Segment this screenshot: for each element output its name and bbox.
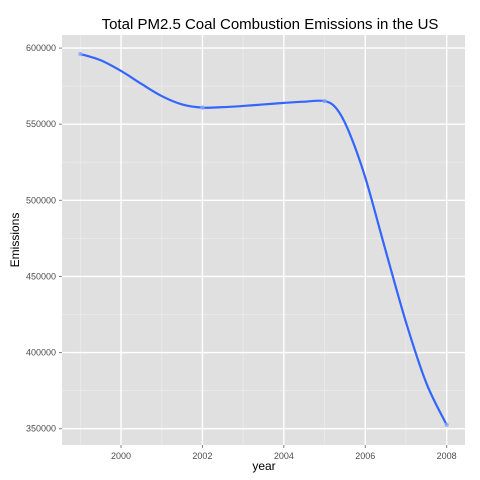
y-tick-label: 350000 xyxy=(26,424,56,434)
grid-major xyxy=(62,35,465,445)
x-axis-ticks: 2000 2002 2004 2006 2008 xyxy=(111,445,457,461)
y-tick-label: 400000 xyxy=(26,348,56,358)
y-tick-label: 500000 xyxy=(26,195,56,205)
data-point xyxy=(444,422,449,428)
y-axis-ticks: 350000 400000 450000 500000 550000 600000 xyxy=(26,43,62,434)
plot-panel xyxy=(62,35,465,445)
x-tick-label: 2006 xyxy=(355,451,375,461)
y-tick-label: 550000 xyxy=(26,119,56,129)
chart-title: Total PM2.5 Coal Combustion Emissions in… xyxy=(102,16,439,33)
data-points xyxy=(78,51,449,428)
x-tick-label: 2000 xyxy=(111,451,131,461)
x-tick-label: 2008 xyxy=(437,451,457,461)
y-tick-label: 450000 xyxy=(26,271,56,281)
x-tick-label: 2004 xyxy=(274,451,294,461)
data-point xyxy=(78,51,83,57)
grid-minor xyxy=(62,35,465,445)
x-tick-label: 2002 xyxy=(192,451,212,461)
data-point xyxy=(322,98,327,104)
x-axis-title: year xyxy=(252,459,275,473)
series-line xyxy=(79,52,448,426)
y-axis-title: Emissions xyxy=(8,213,22,268)
y-tick-label: 600000 xyxy=(26,43,56,53)
data-point xyxy=(200,105,205,110)
